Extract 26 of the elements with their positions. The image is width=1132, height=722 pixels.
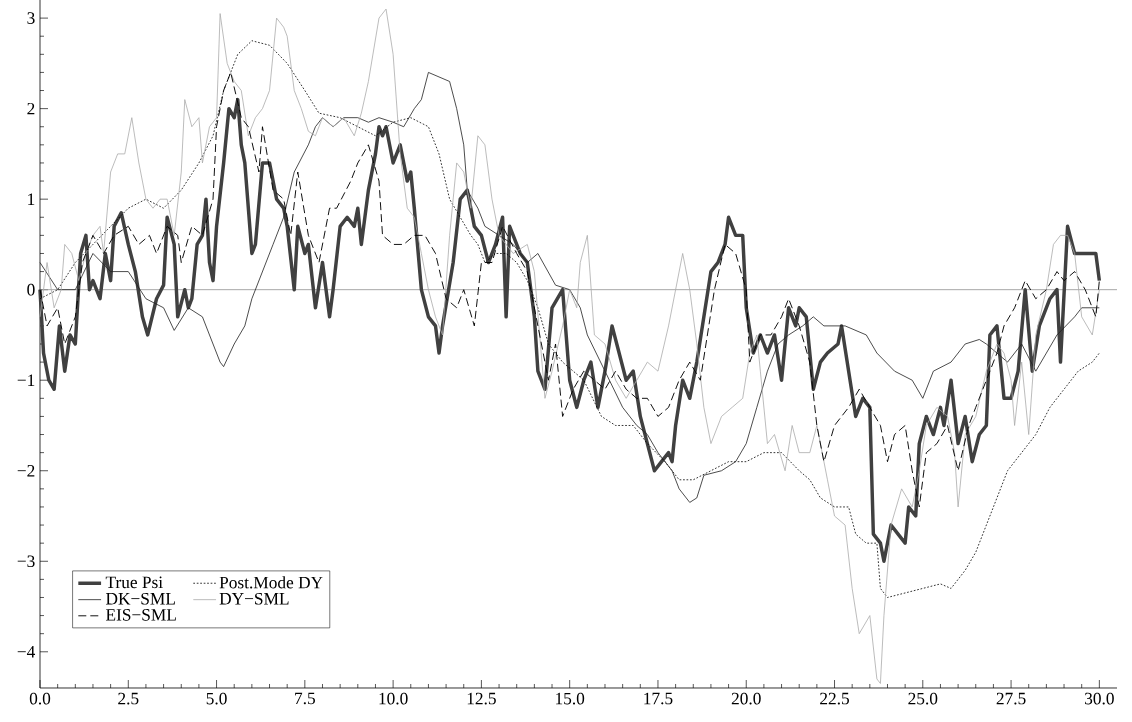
x-tick-label: 7.5 (295, 692, 315, 705)
y-tick-label: −2 (17, 465, 35, 477)
x-tick-label: 22.5 (820, 692, 849, 705)
x-tick-label: 25.0 (908, 692, 938, 705)
legend-label: DK−SML (105, 592, 175, 605)
x-tick-label: 2.5 (118, 692, 139, 705)
legend-label: DY−SML (219, 592, 289, 605)
x-tick-label: 12.5 (467, 692, 496, 705)
legend-label: Post.Mode DY (219, 576, 323, 589)
y-tick-label: −3 (17, 555, 35, 568)
legend-label: True Psi (105, 576, 163, 589)
y-tick-label: 1 (28, 193, 35, 205)
x-tick-label: 15.0 (556, 692, 585, 705)
x-tick-label: 20.0 (731, 692, 761, 705)
x-tick-label: 17.5 (644, 692, 673, 705)
y-tick-label: 0 (27, 283, 35, 296)
x-tick-label: 0.0 (29, 692, 51, 705)
x-tick-label: 27.5 (996, 692, 1026, 705)
y-tick-label: −1 (17, 374, 35, 386)
y-tick-label: −4 (17, 646, 36, 658)
y-tick-label: 3 (27, 12, 35, 24)
y-tick-label: 2 (27, 102, 35, 115)
legend-label: EIS−SML (105, 609, 176, 621)
x-tick-label: 10.0 (379, 692, 408, 705)
x-tick-label: 5.0 (206, 692, 227, 705)
x-tick-label: 30.0 (1085, 692, 1114, 705)
